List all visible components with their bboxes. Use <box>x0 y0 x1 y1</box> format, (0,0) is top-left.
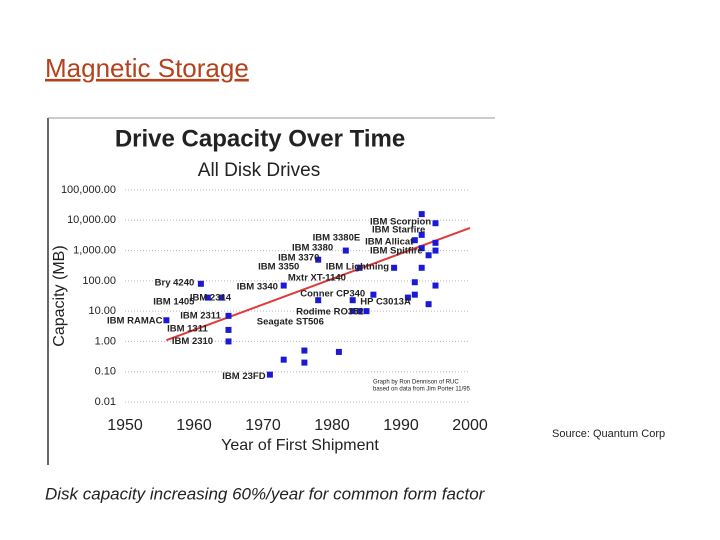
point-label: IBM Spitfire <box>370 245 423 256</box>
x-axis-label: Year of First Shipment <box>221 437 379 454</box>
chart-subtitle: All Disk Drives <box>198 160 320 181</box>
data-point <box>432 239 439 246</box>
data-point <box>418 231 425 238</box>
point-label: IBM 3380E <box>313 233 361 244</box>
point-label: IBM Starfire <box>372 224 425 235</box>
data-point <box>418 245 425 252</box>
data-point <box>218 294 225 301</box>
data-point <box>163 317 170 324</box>
data-point <box>418 264 425 271</box>
y-tick-label: 1,000.00 <box>73 244 116 256</box>
data-point <box>411 291 418 298</box>
data-point <box>432 220 439 227</box>
data-point <box>411 237 418 244</box>
point-label: Mxtr XT-1140 <box>288 272 346 283</box>
credit: based on data from Jim Porter 11/95 <box>373 387 471 393</box>
data-point <box>363 308 370 315</box>
point-label: IBM 1311 <box>167 323 208 334</box>
data-point <box>225 338 232 345</box>
data-point <box>342 247 349 254</box>
point-label: Rodime RO352 <box>296 306 364 317</box>
data-point <box>335 348 342 355</box>
x-tick-label: 1960 <box>176 417 212 434</box>
point-label: IBM Scorpion <box>370 217 431 228</box>
point-label: Conner CP340 <box>300 288 365 299</box>
caption: Disk capacity increasing 60%/year for co… <box>45 484 486 503</box>
data-point <box>225 312 232 319</box>
point-label: IBM RAMAC <box>107 316 163 327</box>
point-label: IBM 23FD <box>222 371 265 382</box>
data-point <box>301 347 308 354</box>
point-label: IBM Allicat <box>365 237 414 248</box>
chart-title: Drive Capacity Over Time <box>115 125 405 152</box>
data-point <box>391 264 398 271</box>
data-point <box>349 297 356 304</box>
data-point <box>349 308 356 315</box>
y-tick-label: 10,000.00 <box>67 214 116 226</box>
y-tick-label: 100.00 <box>82 275 116 287</box>
data-point <box>370 291 377 298</box>
data-point <box>197 280 204 287</box>
y-tick-label: 10.00 <box>88 305 116 317</box>
x-tick-label: 1950 <box>107 417 143 434</box>
point-label: IBM 2310 <box>172 336 213 347</box>
point-label: Seagate ST506 <box>257 316 324 327</box>
data-point <box>266 371 273 378</box>
y-tick-label: 0.10 <box>95 366 116 378</box>
slide-title: Magnetic Storage <box>45 53 249 83</box>
point-label: IBM 3350 <box>258 261 299 272</box>
y-axis-label: Capacity (MB) <box>51 245 68 346</box>
data-point <box>356 264 363 271</box>
data-point <box>204 294 211 301</box>
credit: Graph by Ron Dennison of RUC <box>373 380 459 386</box>
point-label: IBM 2311 <box>180 310 221 321</box>
data-point <box>225 326 232 333</box>
point-label: IBM 3370 <box>278 252 319 263</box>
point-label: IBM 2314 <box>190 293 232 304</box>
data-point <box>404 294 411 301</box>
y-tick-label: 1.00 <box>95 335 116 347</box>
data-point <box>425 252 432 259</box>
data-point <box>425 301 432 308</box>
point-label: IBM 3380 <box>292 243 333 254</box>
x-tick-label: 1990 <box>383 417 419 434</box>
data-point <box>418 211 425 218</box>
y-tick-label: 100,000.00 <box>61 184 116 196</box>
data-point <box>432 282 439 289</box>
data-point <box>356 308 363 315</box>
data-point <box>280 282 287 289</box>
data-point <box>411 279 418 286</box>
source: Source: Quantum Corp <box>552 428 665 440</box>
data-point <box>301 359 308 366</box>
point-label: HP C3013A <box>360 297 411 308</box>
data-point <box>315 297 322 304</box>
data-point <box>280 356 287 363</box>
point-label: IBM 3340 <box>237 281 278 292</box>
data-point <box>315 256 322 263</box>
point-label: Bry 4240 <box>155 278 195 289</box>
x-tick-label: 2000 <box>452 417 488 434</box>
point-label: IBM Lightning <box>326 261 390 272</box>
y-tick-label: 0.01 <box>95 396 116 408</box>
x-tick-label: 1980 <box>314 417 350 434</box>
x-tick-label: 1970 <box>245 417 281 434</box>
data-point <box>432 247 439 254</box>
point-label: IBM 1405 <box>153 297 195 308</box>
